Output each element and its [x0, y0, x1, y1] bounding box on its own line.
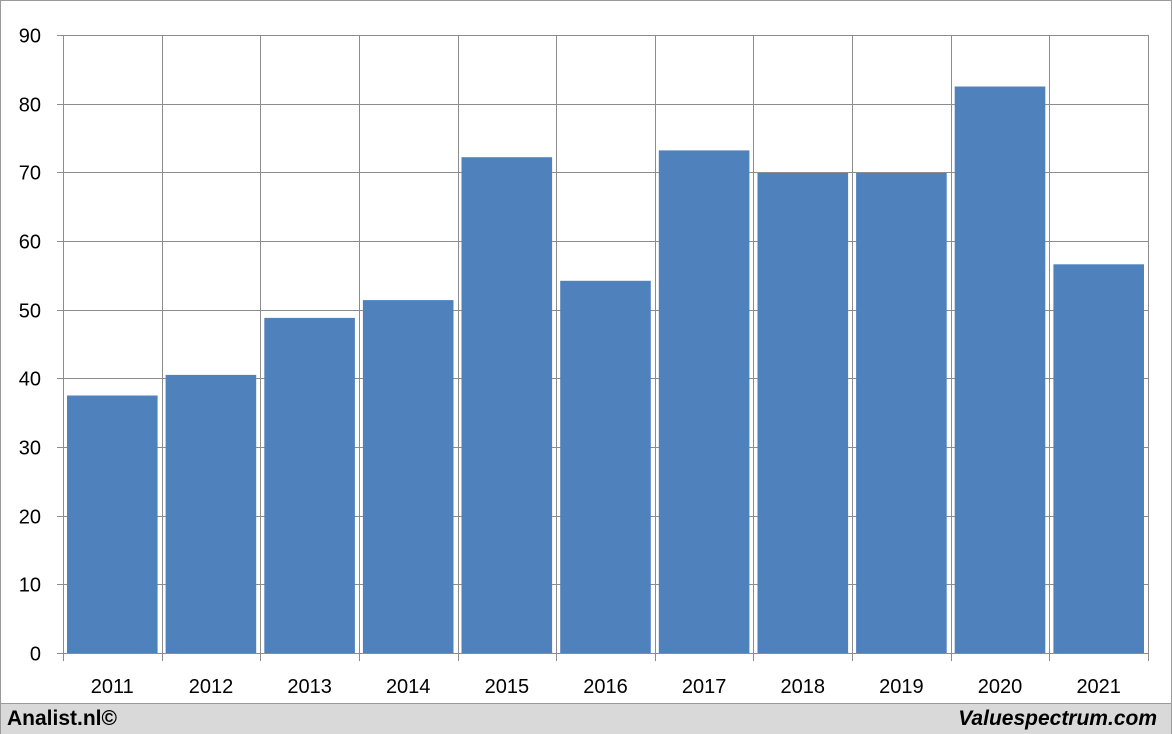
y-tick-label-6: 60	[19, 232, 41, 254]
x-tick-label-2012: 2012	[189, 676, 234, 698]
y-tick-label-2: 20	[19, 507, 41, 529]
y-tick-label-5: 50	[19, 301, 41, 323]
x-tick-label-2019: 2019	[879, 676, 924, 698]
y-tick-label-4: 40	[19, 369, 41, 391]
y-tick-label-0: 0	[30, 644, 41, 666]
y-tick-label-7: 70	[19, 163, 41, 185]
x-tick-label-2011: 2011	[91, 676, 134, 698]
x-tick-labels: 2011 2012 2013 2014 2015 2016 2017 2018 2019 2020…	[91, 676, 1121, 698]
x-tick-label-2015: 2015	[485, 676, 530, 698]
source-credit-left: Analist.nl©	[7, 707, 117, 730]
x-tick-label-2018: 2018	[781, 676, 826, 698]
x-tick-label-2020: 2020	[978, 676, 1023, 698]
y-tick-label-3: 30	[19, 438, 41, 460]
axes	[57, 35, 1149, 661]
x-tick-label-2014: 2014	[386, 676, 431, 698]
bar-2020	[954, 86, 1046, 653]
bar-2018	[757, 173, 849, 653]
y-tick-label-1: 10	[19, 575, 41, 597]
bar-2012	[165, 374, 257, 653]
bar-2011	[67, 395, 158, 653]
source-credit-right: Valuespectrum.com	[958, 707, 1157, 730]
bars	[67, 86, 1144, 653]
footer-bar: Analist.nl© Valuespectrum.com	[1, 703, 1171, 734]
x-tick-label-2016: 2016	[583, 676, 628, 698]
x-tick-label-2013: 2013	[287, 676, 332, 698]
x-tick-label-2021: 2021	[1076, 676, 1121, 698]
bar-chart: 0 10 20 30 40 50 60 70 80 90 2011 2012 2013 2014 2015…	[19, 26, 1149, 698]
y-tick-labels: 0 10 20 30 40 50 60 70 80 90	[19, 26, 41, 666]
bar-2014	[362, 300, 454, 653]
bar-2019	[856, 173, 947, 653]
bar-2016	[560, 280, 651, 653]
bar-2017	[658, 150, 750, 653]
bar-2021	[1053, 264, 1144, 653]
x-tick-label-2017: 2017	[682, 676, 727, 698]
y-tick-label-8: 80	[19, 95, 41, 117]
bar-2013	[264, 317, 355, 653]
bar-2015	[461, 157, 553, 653]
y-tick-label-9: 90	[19, 26, 41, 48]
